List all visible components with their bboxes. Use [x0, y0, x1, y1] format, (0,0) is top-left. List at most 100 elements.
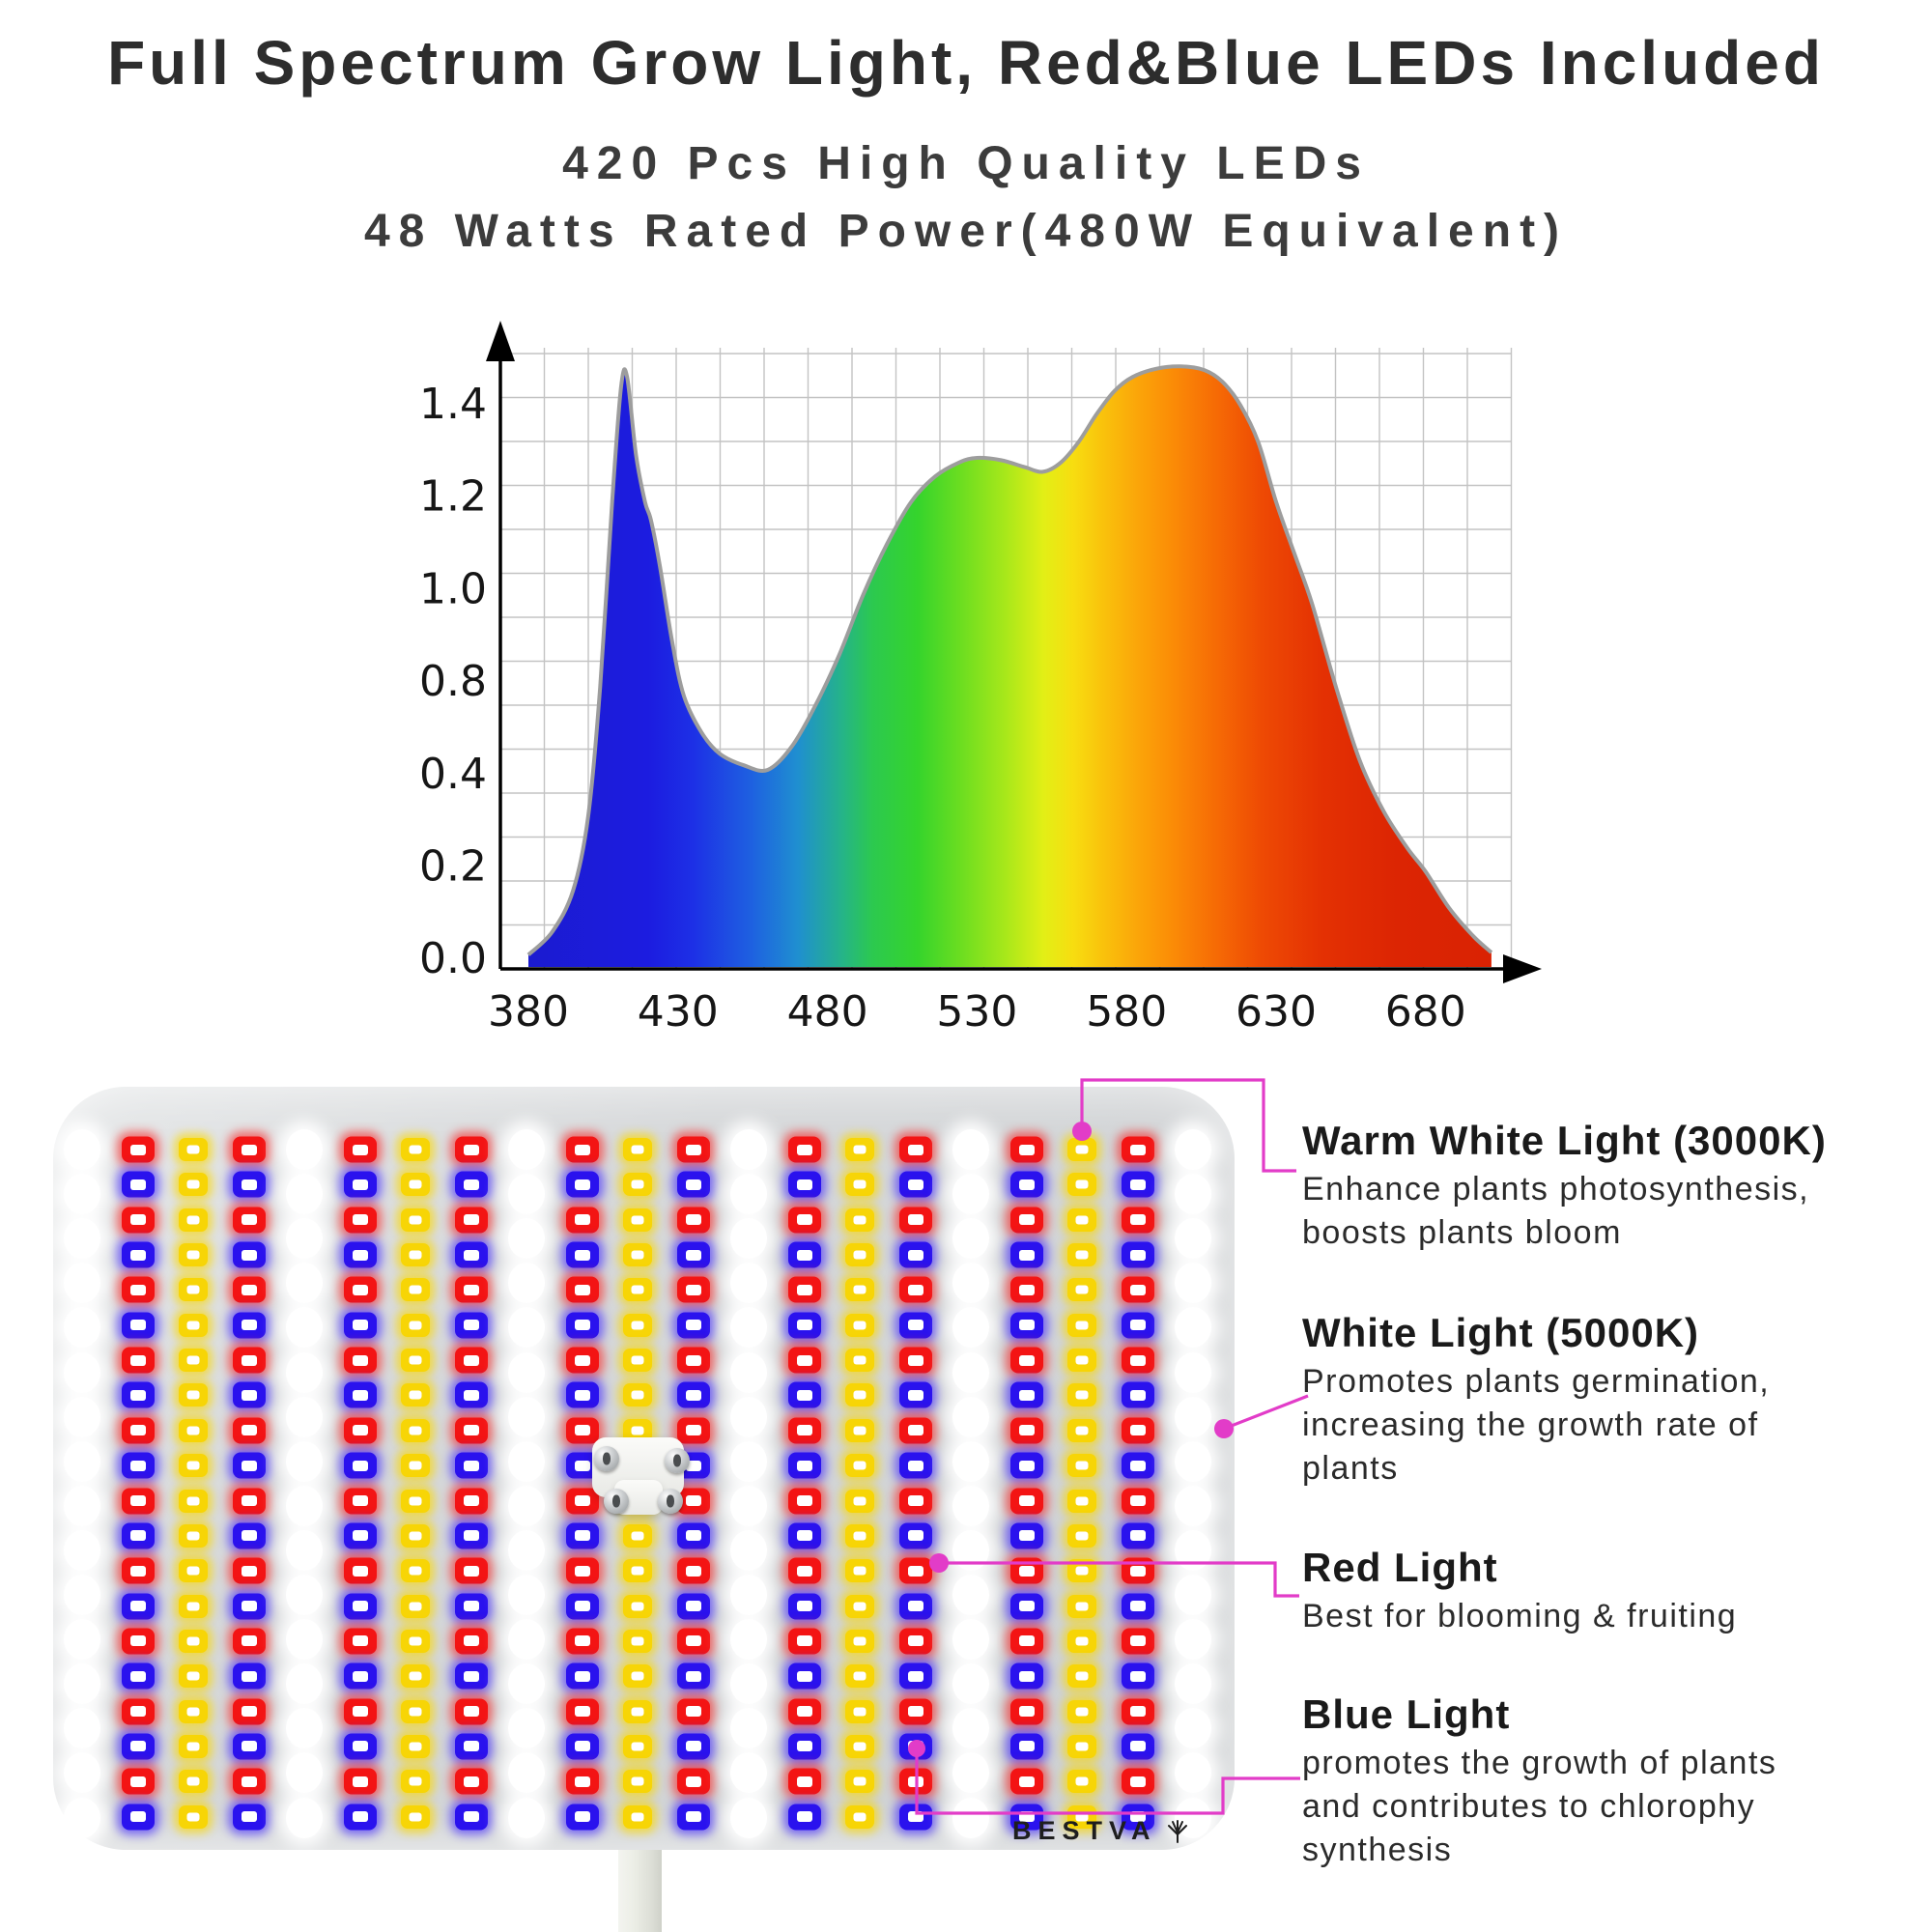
led-core — [574, 1144, 590, 1155]
red-led — [565, 1136, 599, 1163]
white-led — [508, 1396, 545, 1437]
warm-white-led — [179, 1418, 208, 1442]
red-led — [676, 1347, 710, 1374]
led-core — [1075, 1215, 1089, 1225]
warm-white-led — [1067, 1418, 1096, 1442]
led-core — [241, 1741, 257, 1752]
warm-white-led — [1067, 1454, 1096, 1478]
white-led — [508, 1619, 545, 1661]
screw-icon — [604, 1489, 629, 1514]
blue-led — [343, 1733, 377, 1760]
warm-white-led — [845, 1418, 874, 1442]
blue-led — [898, 1381, 932, 1408]
led-core — [409, 1776, 422, 1786]
led-core — [631, 1812, 644, 1822]
screw-icon — [594, 1446, 619, 1471]
warm-white-led — [623, 1594, 652, 1618]
led-core — [1018, 1811, 1035, 1823]
white-led — [1175, 1485, 1211, 1526]
led-core — [129, 1249, 146, 1261]
warm-white-led — [401, 1559, 430, 1583]
warm-white-led — [179, 1734, 208, 1758]
blue-led — [676, 1662, 710, 1690]
white-led — [952, 1396, 989, 1437]
warm-white-led — [179, 1208, 208, 1232]
blue-led — [787, 1662, 821, 1690]
led-core — [241, 1530, 257, 1542]
blue-led — [565, 1241, 599, 1268]
led-core — [1075, 1776, 1089, 1786]
red-led — [121, 1347, 155, 1374]
led-core — [574, 1425, 590, 1436]
white-led — [508, 1263, 545, 1304]
led-core — [463, 1320, 479, 1331]
led-core — [409, 1250, 422, 1260]
led-core — [1075, 1531, 1089, 1541]
led-core — [241, 1495, 257, 1506]
white-led — [508, 1218, 545, 1260]
spectrum-area — [528, 366, 1492, 967]
warm-white-led — [1067, 1770, 1096, 1794]
white-led — [952, 1174, 989, 1215]
led-core — [907, 1460, 923, 1471]
led-core — [352, 1425, 368, 1436]
led-core — [1075, 1566, 1089, 1576]
blue-led — [565, 1381, 599, 1408]
blue-led — [121, 1241, 155, 1268]
led-core — [685, 1670, 701, 1682]
warm-white-led — [623, 1138, 652, 1161]
blue-led — [343, 1381, 377, 1408]
led-core — [463, 1284, 479, 1295]
warm-white-led — [623, 1349, 652, 1373]
warm-white-led — [623, 1243, 652, 1267]
led-core — [631, 1250, 644, 1260]
blue-led — [898, 1733, 932, 1760]
led-core — [463, 1530, 479, 1542]
led-core — [1075, 1496, 1089, 1505]
led-core — [129, 1284, 146, 1295]
led-core — [186, 1390, 200, 1400]
led-core — [796, 1495, 812, 1506]
blue-led — [787, 1241, 821, 1268]
led-core — [409, 1671, 422, 1681]
blue-led — [343, 1522, 377, 1549]
led-core — [685, 1776, 701, 1787]
led-core — [853, 1636, 867, 1646]
led-core — [1129, 1530, 1146, 1542]
blue-led — [1121, 1662, 1154, 1690]
led-core — [1075, 1636, 1089, 1646]
blue-led — [676, 1381, 710, 1408]
led-core — [241, 1601, 257, 1612]
warm-white-led — [845, 1734, 874, 1758]
white-led — [730, 1218, 767, 1260]
white-led — [64, 1307, 100, 1349]
led-core — [241, 1706, 257, 1718]
warm-white-led — [401, 1208, 430, 1232]
blue-led — [1009, 1522, 1043, 1549]
led-core — [796, 1320, 812, 1331]
led-core — [1129, 1284, 1146, 1295]
red-led — [676, 1768, 710, 1795]
warm-white-led — [401, 1138, 430, 1161]
white-led — [952, 1708, 989, 1749]
blue-led — [454, 1662, 488, 1690]
led-core — [907, 1741, 923, 1752]
led-core — [1018, 1249, 1035, 1261]
blue-led — [121, 1522, 155, 1549]
white-led — [730, 1351, 767, 1393]
red-led — [898, 1768, 932, 1795]
blue-led — [1121, 1522, 1154, 1549]
led-core — [241, 1354, 257, 1366]
led-core — [463, 1670, 479, 1682]
led-core — [241, 1249, 257, 1261]
warm-white-led — [179, 1594, 208, 1618]
white-led — [1175, 1174, 1211, 1215]
led-core — [1129, 1495, 1146, 1506]
white-led — [952, 1663, 989, 1705]
led-core — [907, 1601, 923, 1612]
blue-led — [898, 1522, 932, 1549]
red-led — [121, 1207, 155, 1234]
screw-slot — [603, 1452, 611, 1465]
warm-white-led — [179, 1804, 208, 1829]
led-core — [907, 1495, 923, 1506]
